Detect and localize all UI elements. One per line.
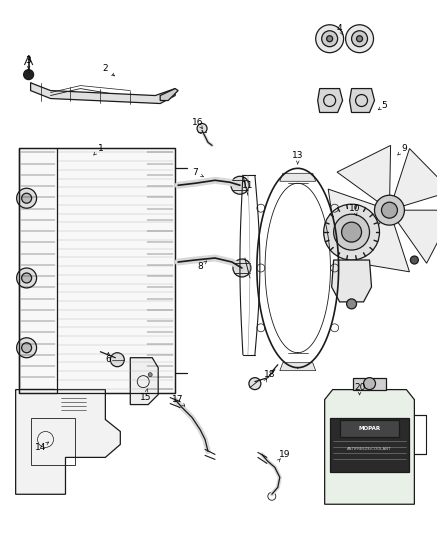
Polygon shape [325,390,414,504]
Text: 5: 5 [381,101,387,110]
Polygon shape [130,358,158,405]
Circle shape [410,256,418,264]
Circle shape [364,378,375,390]
Circle shape [148,373,152,377]
Circle shape [233,259,251,277]
Circle shape [374,195,404,225]
Text: 9: 9 [402,144,407,153]
Circle shape [381,202,397,218]
Text: ANTIFREEZE/COOLANT: ANTIFREEZE/COOLANT [347,447,392,451]
Polygon shape [350,222,410,272]
Circle shape [17,188,37,208]
Text: 14: 14 [35,443,46,452]
Polygon shape [280,173,316,181]
Polygon shape [350,88,374,112]
Circle shape [249,378,261,390]
Polygon shape [280,362,316,370]
Circle shape [197,124,207,133]
Circle shape [346,299,357,309]
Circle shape [321,31,338,47]
Text: 1: 1 [98,144,103,153]
Circle shape [231,176,249,194]
Bar [31,417,75,465]
Text: 3: 3 [26,56,32,65]
Polygon shape [16,390,120,494]
Circle shape [352,31,367,47]
Circle shape [327,36,332,42]
Circle shape [21,273,32,283]
Text: 11: 11 [242,181,254,190]
Polygon shape [332,260,371,302]
Text: MOPAR: MOPAR [358,426,381,431]
Polygon shape [337,146,391,201]
Text: 7: 7 [192,168,198,177]
Bar [330,417,410,472]
Circle shape [346,25,374,53]
Polygon shape [328,189,378,248]
Text: 10: 10 [349,204,360,213]
Circle shape [316,25,343,53]
Text: 19: 19 [279,450,290,459]
Polygon shape [31,83,175,103]
Text: 20: 20 [354,383,365,392]
Polygon shape [318,88,343,112]
Circle shape [21,343,32,353]
Polygon shape [160,88,178,101]
Polygon shape [19,148,175,393]
Text: 18: 18 [264,370,276,379]
Polygon shape [394,149,438,206]
Text: 2: 2 [102,64,108,73]
Circle shape [324,204,379,260]
Circle shape [17,268,37,288]
Text: 13: 13 [292,151,304,160]
Bar [339,419,399,438]
Circle shape [342,222,361,242]
Text: 16: 16 [192,118,204,127]
Text: 4: 4 [337,25,343,33]
Text: 6: 6 [106,355,111,364]
Text: 8: 8 [197,262,203,271]
Circle shape [17,338,37,358]
Polygon shape [59,393,88,415]
Bar [353,378,386,390]
Circle shape [357,36,363,42]
Text: 17: 17 [173,395,184,404]
Text: 15: 15 [139,393,151,402]
Polygon shape [398,210,438,263]
Circle shape [110,353,124,367]
Circle shape [24,70,34,79]
Circle shape [21,193,32,203]
Circle shape [334,214,370,250]
